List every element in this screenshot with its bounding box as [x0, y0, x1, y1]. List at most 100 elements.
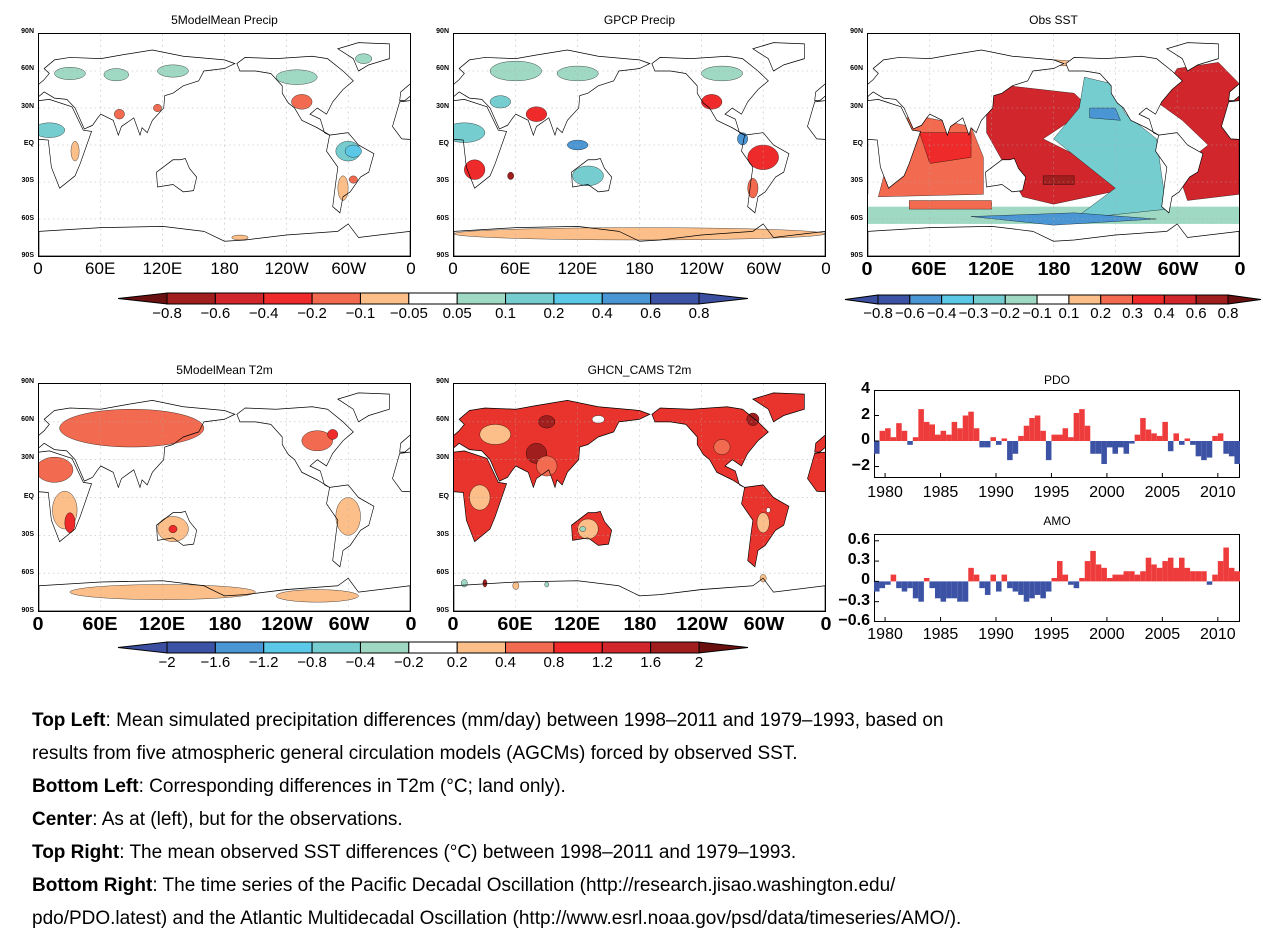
lat-label: 60N: [850, 65, 863, 73]
bar: [1123, 440, 1129, 454]
anomaly-region: [461, 579, 468, 588]
lat-label: 30N: [21, 102, 34, 110]
bar: [1039, 580, 1046, 598]
greenland-outline: [337, 392, 390, 423]
anomaly-region: [231, 234, 249, 241]
colorbar-label: 1.6: [640, 654, 662, 671]
bar: [1062, 574, 1068, 581]
bar: [1017, 435, 1024, 441]
colorbar-label: −1.2: [248, 654, 279, 671]
africa-outline: [868, 98, 922, 189]
x-tick-label: 1985: [922, 484, 959, 501]
colorbar-label: −0.2: [990, 305, 1021, 322]
bar: [1195, 570, 1201, 581]
bar: [951, 421, 957, 441]
lat-label: 30S: [21, 530, 34, 538]
africa-outline: [39, 98, 93, 189]
map-canvas: [39, 34, 410, 256]
namerica-outline: [236, 55, 354, 136]
x-tick-label: 2005: [1144, 626, 1181, 643]
bar: [945, 434, 952, 441]
bar: [1134, 574, 1140, 581]
lat-label: 60S: [21, 568, 34, 576]
lon-label: 0: [861, 259, 873, 279]
colorbar-box: [166, 292, 216, 305]
bar: [1056, 560, 1063, 581]
colorbar-high-extend: [698, 292, 749, 305]
africa-outline: [39, 450, 93, 543]
bar: [1189, 440, 1196, 445]
bar: [1222, 440, 1229, 454]
colorbar-label: −0.05: [389, 305, 428, 322]
map-title: GHCN_CAMS T2m: [587, 363, 692, 377]
colorbar-label: −2: [158, 654, 176, 671]
bar: [1228, 567, 1234, 581]
lat-label: 60N: [436, 65, 449, 73]
samerica-outline: [741, 484, 790, 568]
anomaly-region: [39, 456, 74, 483]
colorbar-label: 0.2: [543, 305, 565, 322]
map-title: 5ModelMean T2m: [176, 363, 273, 377]
bar: [1150, 563, 1157, 581]
colorbar-low-extend: [117, 292, 168, 305]
map-canvas: [454, 34, 825, 256]
bar: [1200, 440, 1207, 460]
australia-outline: [571, 158, 613, 193]
lat-label: 90N: [436, 378, 449, 385]
anomaly-region: [479, 424, 511, 445]
eurasia-outline: [868, 49, 1065, 137]
bar: [989, 574, 996, 581]
bar: [1084, 425, 1090, 441]
colorbar-label: −0.2: [394, 654, 424, 671]
colorbar-label: 0.8: [688, 305, 710, 322]
y-tick-label: 0.6: [847, 530, 870, 548]
bar: [1089, 550, 1096, 581]
bar: [884, 580, 891, 585]
colorbar-box: [1100, 294, 1134, 305]
colorbar-box: [1132, 294, 1165, 305]
lon-label: 0: [447, 614, 459, 634]
lon-label: 0: [448, 259, 458, 278]
lon-label: 180: [1036, 259, 1071, 279]
anomaly-region: [536, 455, 558, 477]
antarctica-outline: [454, 577, 825, 611]
caption-line: Top Left: Mean simulated precipitation d…: [32, 710, 944, 731]
australia-outline: [156, 510, 198, 546]
lat-label: 60S: [436, 214, 449, 222]
greenland-outline: [752, 42, 805, 72]
chart-title: PDO: [1043, 373, 1070, 387]
figure-caption: Top Left: Mean simulated precipitation d…: [32, 704, 1272, 935]
colorbar-box: [650, 292, 700, 305]
bar: [1017, 580, 1024, 595]
lon-label: 60W: [331, 259, 367, 278]
bar: [940, 430, 946, 441]
map-m5: [453, 383, 826, 612]
x-tick-label: 2000: [1089, 626, 1125, 643]
eurasia-outline: [454, 49, 651, 137]
samerica-outline: [326, 132, 375, 214]
bar: [1050, 434, 1057, 441]
lon-label: 0: [32, 614, 44, 634]
lon-label: 60E: [85, 259, 116, 278]
bar: [895, 422, 902, 441]
colorbar-label: 0.6: [1185, 305, 1207, 322]
anomaly-region: [572, 165, 604, 186]
y-tick-label: 2: [861, 405, 870, 423]
africa-outline: [392, 452, 410, 492]
bar: [917, 580, 924, 602]
bar: [1150, 432, 1157, 441]
lat-label: 60S: [436, 568, 449, 576]
bar: [962, 580, 968, 602]
bar: [984, 580, 990, 595]
colorbar-precip: [117, 292, 749, 305]
bar: [1184, 437, 1190, 441]
bar: [1006, 580, 1013, 588]
lon-label: 120E: [142, 259, 183, 278]
colorbar-label: 0.1: [495, 305, 516, 322]
bar: [1206, 580, 1212, 585]
lat-label: 30N: [436, 102, 449, 110]
bar: [1178, 440, 1185, 445]
anomaly-region: [766, 507, 771, 513]
lat-label: 30N: [21, 454, 34, 462]
anomaly-region: [525, 106, 547, 122]
